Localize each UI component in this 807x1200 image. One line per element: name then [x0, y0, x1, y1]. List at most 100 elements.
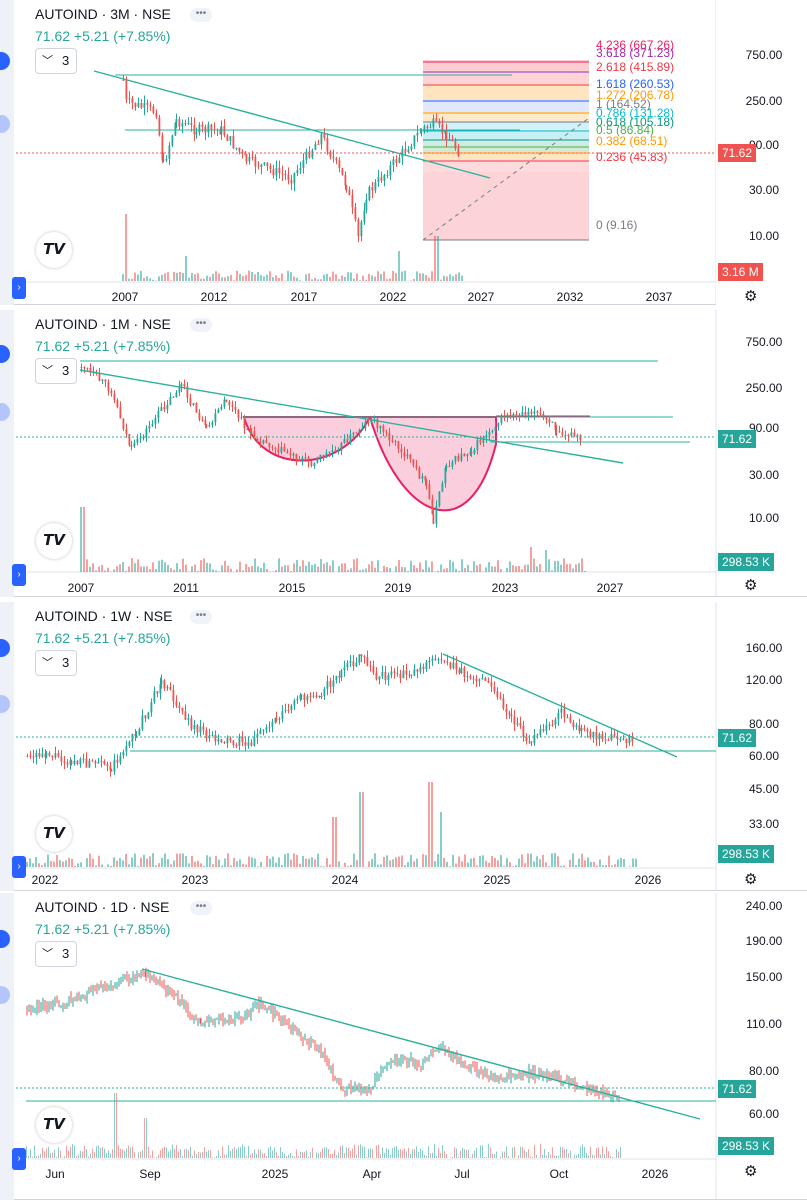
volume-bar	[394, 1146, 395, 1158]
settings-icon[interactable]: ⚙	[744, 871, 758, 888]
settings-icon[interactable]: ⚙	[744, 577, 758, 594]
volume-bar	[227, 853, 229, 867]
volume-bar	[335, 817, 337, 867]
volume-badge: 3.16 M	[718, 263, 763, 281]
candle-body	[390, 1060, 392, 1064]
candle-body	[284, 1019, 286, 1021]
candle-body	[330, 1066, 332, 1069]
more-icon[interactable]: •••	[190, 610, 212, 624]
volume-bar	[206, 275, 208, 281]
price-change: 71.62 +5.21 (+7.85%)	[35, 921, 171, 937]
candle-body	[262, 729, 265, 731]
candle-body	[494, 426, 497, 431]
toolbar-dot[interactable]	[0, 345, 10, 363]
candle-body	[485, 435, 488, 438]
time-tick-label: 2026	[642, 1167, 669, 1181]
candle-body	[311, 149, 314, 158]
volume-bar	[350, 272, 352, 281]
toolbar-dot[interactable]	[0, 930, 10, 948]
toolbar-dot[interactable]	[0, 986, 10, 1004]
volume-bar	[167, 564, 169, 572]
volume-bar	[134, 1152, 135, 1158]
toolbar-dot[interactable]	[0, 52, 10, 70]
indicator-toggle-button[interactable]: ﹀ 3	[35, 941, 77, 967]
candle-body	[184, 122, 187, 124]
candle-body	[155, 112, 158, 118]
candle-body	[226, 738, 229, 744]
candle-body	[134, 733, 137, 737]
candle-body	[147, 972, 149, 977]
toolbar-dot[interactable]	[0, 639, 10, 657]
volume-bar	[492, 1153, 493, 1158]
more-icon[interactable]: •••	[190, 318, 212, 332]
volume-bar	[224, 858, 226, 867]
candle-body	[152, 106, 155, 113]
volume-bar	[290, 571, 292, 572]
volume-bar	[203, 558, 205, 572]
candle-body	[106, 986, 108, 990]
candle-body	[610, 1096, 612, 1098]
volume-bar	[128, 864, 130, 867]
volume-bar	[230, 865, 232, 867]
toolbar-dot[interactable]	[0, 695, 10, 713]
candle-body	[104, 379, 107, 382]
volume-bar	[470, 1157, 471, 1158]
volume-bar	[58, 1147, 59, 1158]
candle-body	[502, 1080, 504, 1082]
candle-body	[373, 418, 376, 420]
toolbar-dot[interactable]	[0, 115, 10, 133]
candle-body	[225, 399, 228, 402]
volume-bar	[536, 1154, 537, 1158]
candle-body	[416, 133, 419, 136]
volume-bar	[581, 853, 583, 867]
candle-body	[484, 1068, 486, 1075]
volume-bar	[557, 856, 559, 867]
volume-bar	[308, 273, 310, 281]
time-tick-label: Oct	[550, 1167, 569, 1181]
more-icon[interactable]: •••	[190, 8, 212, 22]
volume-bar	[150, 1155, 151, 1158]
candle-body	[542, 414, 545, 418]
candle-body	[191, 1015, 193, 1019]
volume-bar	[68, 857, 70, 867]
volume-bar	[113, 569, 115, 572]
volume-bar	[212, 569, 214, 572]
candle-body	[569, 717, 572, 723]
volume-bar	[290, 272, 292, 281]
volume-bar	[438, 1147, 439, 1158]
candle-body	[390, 671, 393, 676]
volume-bar	[188, 1150, 189, 1158]
candle-body	[44, 1001, 46, 1007]
candle-body	[410, 146, 413, 150]
volume-bar	[284, 565, 286, 572]
candle-body	[493, 686, 496, 692]
indicator-toggle-button[interactable]: ﹀ 3	[35, 48, 77, 74]
volume-bar	[551, 853, 553, 867]
candle-body	[54, 999, 56, 1003]
settings-icon[interactable]: ⚙	[744, 288, 758, 305]
expand-icon[interactable]: ›	[12, 564, 26, 586]
volume-bar	[514, 1146, 515, 1158]
indicator-toggle-button[interactable]: ﹀ 3	[35, 650, 77, 676]
candle-body	[110, 390, 113, 394]
volume-bar	[494, 857, 496, 867]
more-icon[interactable]: •••	[190, 901, 212, 915]
expand-icon[interactable]: ›	[12, 277, 26, 299]
candle-body	[412, 459, 415, 466]
candle-body	[198, 124, 201, 133]
volume-bar	[224, 1154, 225, 1158]
candle-body	[457, 455, 460, 461]
candle-body	[219, 129, 222, 135]
volume-bar	[312, 1147, 313, 1158]
candle-body	[247, 742, 250, 746]
indicator-toggle-button[interactable]: ﹀ 3	[35, 358, 77, 384]
settings-icon[interactable]: ⚙	[744, 1163, 758, 1180]
candle-body	[243, 417, 246, 429]
expand-icon[interactable]: ›	[12, 1148, 26, 1170]
expand-icon[interactable]: ›	[12, 856, 26, 878]
toolbar-dot[interactable]	[0, 403, 10, 421]
